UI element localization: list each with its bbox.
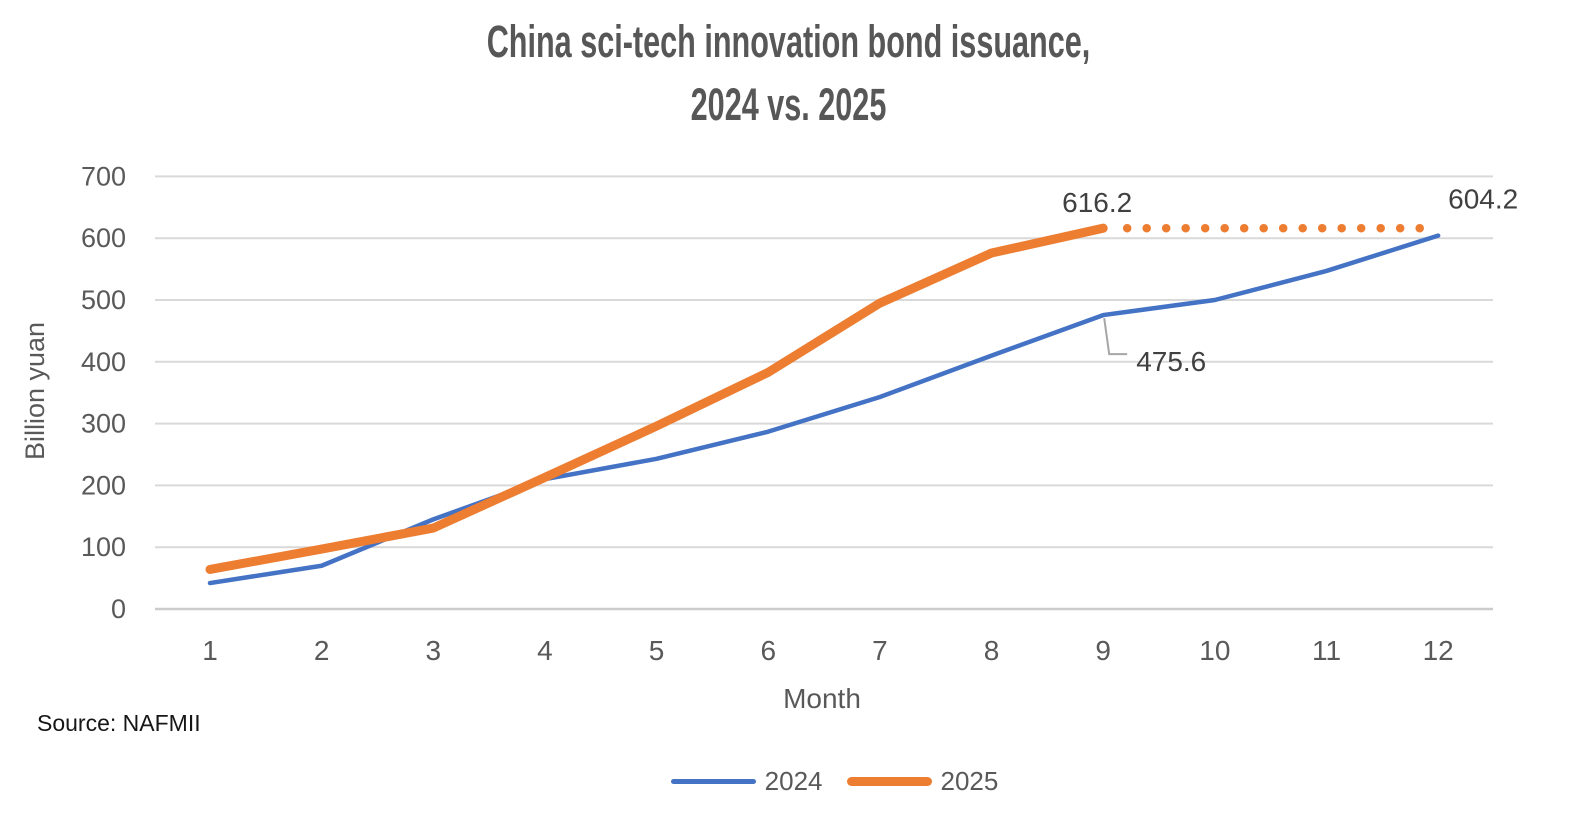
y-tick-label: 200 bbox=[81, 470, 126, 500]
data-label-604.2: 604.2 bbox=[1448, 184, 1518, 215]
data-label-616.2: 616.2 bbox=[1062, 187, 1132, 218]
legend-line-2025-swatch bbox=[846, 777, 932, 786]
y-axis-title: Billion yuan bbox=[20, 322, 50, 460]
x-tick-label: 5 bbox=[649, 635, 665, 666]
y-tick-label: 600 bbox=[81, 223, 126, 253]
x-tick-label: 2 bbox=[314, 635, 330, 666]
x-tick-label: 7 bbox=[872, 635, 888, 666]
legend-label-2025: 2025 bbox=[940, 766, 999, 796]
legend-label-2024: 2024 bbox=[764, 766, 823, 796]
y-tick-label: 500 bbox=[81, 285, 126, 315]
y-tick-label: 400 bbox=[81, 347, 126, 377]
chart-title-line2: 2024 vs. 2025 bbox=[690, 79, 887, 130]
gridline-layer bbox=[155, 175, 1493, 611]
legend: 2024 2025 bbox=[0, 766, 1577, 797]
chart-title: China sci-tech innovation bond issuance,… bbox=[252, 10, 1324, 136]
x-tick-label: 11 bbox=[1312, 635, 1341, 666]
legend-line-2024-swatch bbox=[670, 779, 756, 784]
series-line-2025 bbox=[205, 223, 1108, 574]
legend-item-2025: 2025 bbox=[846, 766, 999, 797]
source-note: Source: NAFMII bbox=[37, 710, 201, 736]
x-tick-label: 6 bbox=[760, 635, 776, 666]
y-tick-label: 300 bbox=[81, 409, 126, 439]
data-label-475.6: 475.6 bbox=[1136, 346, 1206, 377]
x-tick-label: 10 bbox=[1199, 635, 1230, 666]
x-tick-label: 8 bbox=[984, 635, 1000, 666]
y-tick-label: 100 bbox=[81, 532, 126, 562]
x-tick-label: 1 bbox=[202, 635, 218, 666]
y-tick-label: 700 bbox=[81, 161, 126, 191]
x-axis-title: Month bbox=[783, 683, 861, 714]
x-tick-label: 9 bbox=[1095, 635, 1111, 666]
annotation-leader-line bbox=[1103, 317, 1128, 356]
annotation-layer: 616.2 604.2 475.6 bbox=[1062, 184, 1518, 377]
x-tick-label: 12 bbox=[1423, 635, 1454, 666]
chart-title-line1: China sci-tech innovation bond issuance, bbox=[486, 16, 1091, 67]
legend-item-2024: 2024 bbox=[670, 766, 823, 797]
x-tick-label: 4 bbox=[537, 635, 553, 666]
x-tick-label: 3 bbox=[426, 635, 442, 666]
y-tick-label: 0 bbox=[111, 594, 126, 624]
series-layer bbox=[205, 223, 1441, 586]
